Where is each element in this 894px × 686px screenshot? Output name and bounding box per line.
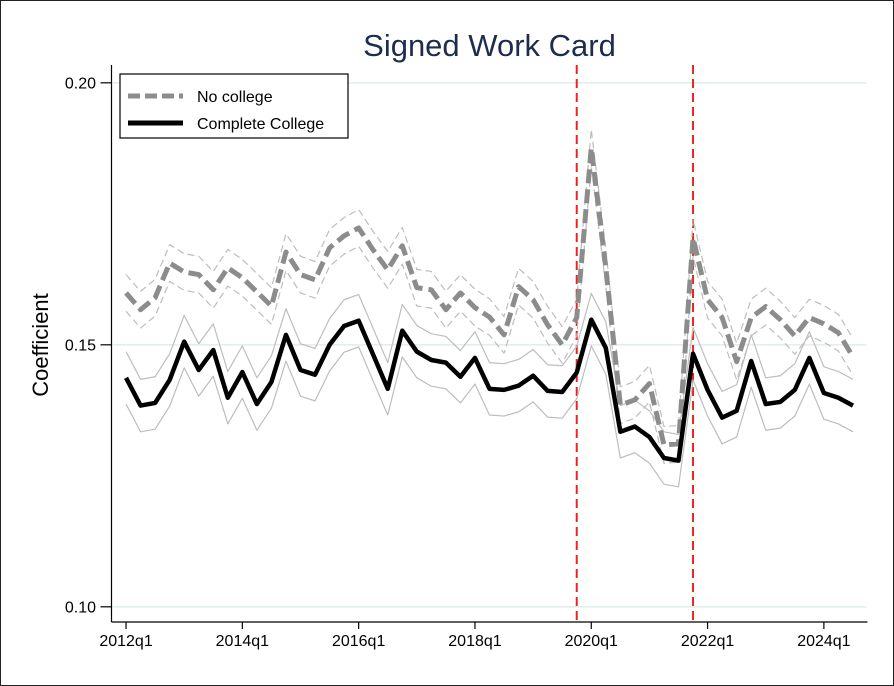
series-line-complete-college (124, 317, 855, 463)
y-axis-label: Coefficient (28, 293, 53, 397)
reference-lines (575, 65, 695, 622)
x-tick-label-5: 2022q1 (681, 633, 734, 650)
x-tick-label-4: 2020q1 (565, 633, 618, 650)
x-tick-label-0: 2012q1 (99, 633, 152, 650)
x-tick-label-3: 2018q1 (448, 633, 501, 650)
legend: No college Complete College (119, 73, 349, 139)
series-line-no-college (124, 145, 856, 448)
x-tick-label-2: 2016q1 (332, 633, 385, 650)
ci-upper-line-complete-college (125, 292, 854, 436)
ci-lower-line-complete-college (125, 345, 854, 488)
legend-box (119, 73, 349, 139)
legend-label-no-college: No college (197, 89, 273, 106)
ci-lower-line-no-college (125, 165, 854, 464)
legend-label-complete-college: Complete College (197, 116, 324, 133)
y-tick-label-0: 0.10 (65, 599, 96, 616)
series-lines (124, 145, 856, 463)
y-tick-label-1: 0.15 (65, 337, 96, 354)
axes: 0.10 0.15 0.20 2012q1 2014q1 2016q1 2018q1 2020… (65, 65, 868, 650)
confidence-bands (125, 128, 854, 488)
x-tick-label-6: 2024q1 (797, 633, 850, 650)
x-tick-label-1: 2014q1 (216, 633, 269, 650)
y-tick-label-2: 0.20 (65, 75, 96, 92)
ci-upper-line-no-college (125, 128, 854, 428)
chart-title: Signed Work Card (363, 28, 616, 63)
